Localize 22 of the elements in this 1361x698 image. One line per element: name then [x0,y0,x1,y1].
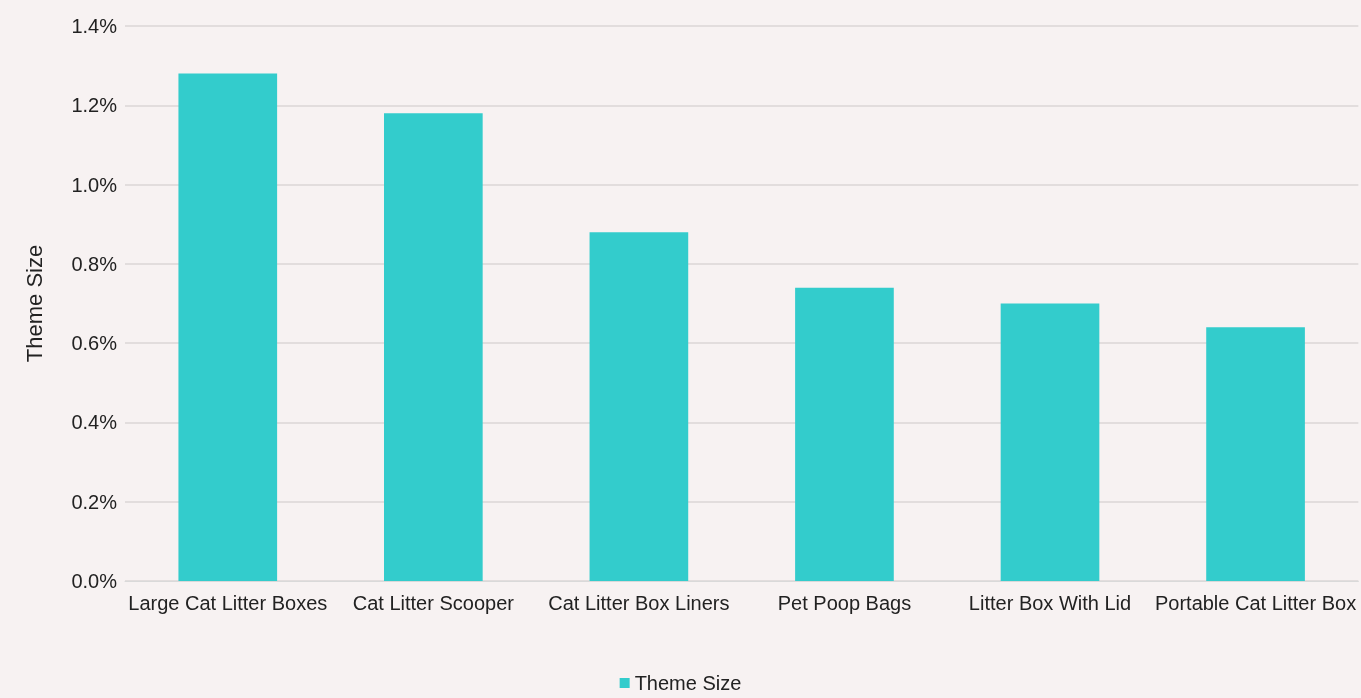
bar [384,113,483,581]
y-tick-label: 1.4% [71,15,118,37]
bar [589,232,689,581]
y-tick-label: 0.4% [71,411,118,434]
y-tick-label: 0.6% [71,332,118,355]
x-tick-label: Cat Litter Box Liners [548,592,730,614]
y-tick-label: 0.2% [71,490,118,513]
legend-label: Theme Size [634,672,742,694]
x-tick-label: Litter Box With Lid [968,592,1132,614]
x-tick-label: Cat Litter Scooper [352,592,515,614]
y-axis-title: Theme Size [21,244,47,363]
y-tick-label: 0.0% [71,570,118,592]
x-tick-label: Large Cat Litter Boxes [128,592,328,614]
bar [178,73,278,581]
y-tick-label: 1.2% [71,94,118,117]
bar [1000,303,1100,581]
y-tick-label: 1.0% [71,173,118,196]
bar [1206,327,1305,581]
x-tick-label: Pet Poop Bags [777,592,912,614]
x-tick-label: Portable Cat Litter Box [1154,592,1357,614]
y-tick-label: 0.8% [71,252,118,275]
bar [795,287,894,581]
